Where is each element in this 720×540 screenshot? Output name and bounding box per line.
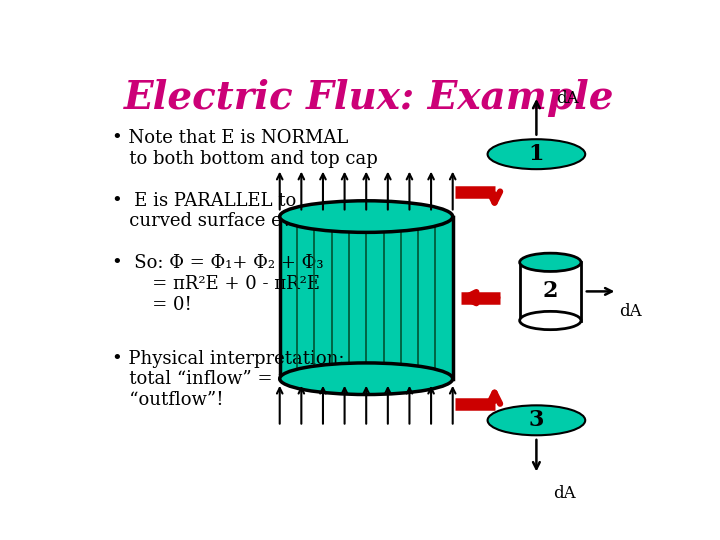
Bar (520, 262, 581, 321)
Text: •  E is PARALLEL to
   curved surface everywhere: • E is PARALLEL to curved surface everyw… (112, 192, 379, 231)
Text: Electric Flux: Example: Electric Flux: Example (124, 79, 614, 117)
Ellipse shape (487, 139, 585, 169)
Ellipse shape (487, 406, 585, 435)
Bar (279, 217, 453, 379)
Text: •  So: Φ = Φ₁+ Φ₂ + Φ₃
       = πR²E + 0 - πR²E
       = 0!: • So: Φ = Φ₁+ Φ₂ + Φ₃ = πR²E + 0 - πR²E … (112, 254, 324, 314)
Text: • Physical interpretation:
   total “inflow” = total
   “outflow”!: • Physical interpretation: total “inflow… (112, 349, 345, 409)
Text: 1: 1 (528, 143, 544, 165)
Text: dA: dA (619, 303, 642, 320)
Text: 3: 3 (528, 409, 544, 431)
Ellipse shape (520, 312, 581, 329)
Text: dA: dA (556, 90, 579, 106)
Ellipse shape (279, 201, 453, 232)
Ellipse shape (279, 363, 453, 395)
Ellipse shape (520, 253, 581, 272)
Text: • Note that E is NORMAL
   to both bottom and top cap: • Note that E is NORMAL to both bottom a… (112, 129, 378, 168)
Text: 2: 2 (543, 280, 558, 302)
Text: dA: dA (553, 485, 576, 502)
